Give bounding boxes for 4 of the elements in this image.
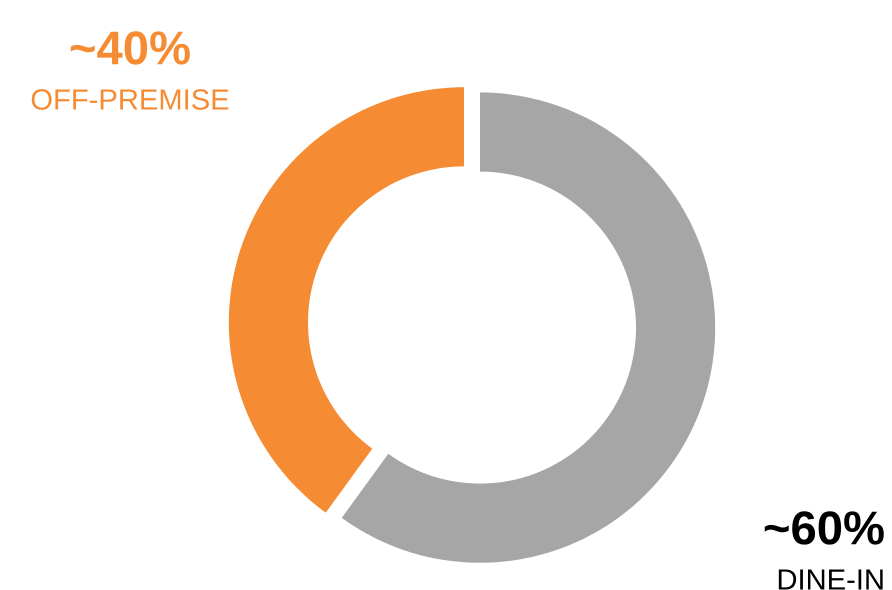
data-label: ~60% [764,511,884,545]
slice-label: DINE-IN [778,569,883,590]
data-label: ~40% [70,31,190,65]
slice-label: OFF-PREMISE [32,89,228,110]
